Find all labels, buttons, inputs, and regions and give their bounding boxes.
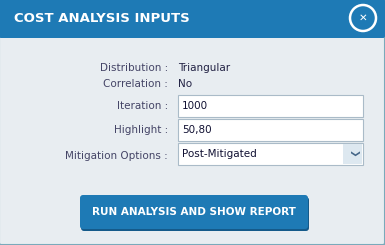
FancyBboxPatch shape [80,195,308,229]
Text: Post-Mitigated: Post-Mitigated [182,149,257,159]
Text: ❯: ❯ [348,150,358,158]
Circle shape [350,5,376,31]
Text: Correlation :: Correlation : [103,79,168,89]
Text: Triangular: Triangular [178,63,230,73]
Text: 50,80: 50,80 [182,125,212,135]
Text: Mitigation Options :: Mitigation Options : [65,151,168,161]
Bar [178,143,363,165]
Text: Iteration :: Iteration : [117,101,168,111]
Bar [343,144,362,164]
Text: Distribution :: Distribution : [100,63,168,73]
Text: COST ANALYSIS INPUTS: COST ANALYSIS INPUTS [14,12,190,24]
FancyBboxPatch shape [81,197,309,231]
Text: No: No [178,79,192,89]
Bar [178,119,363,141]
Text: Highlight :: Highlight : [114,125,168,135]
Bar [178,95,363,117]
Text: 1000: 1000 [182,101,208,111]
Bar [1,18,383,36]
Text: ✕: ✕ [358,13,367,23]
FancyBboxPatch shape [0,0,385,38]
Text: RUN ANALYSIS AND SHOW REPORT: RUN ANALYSIS AND SHOW REPORT [92,207,296,217]
